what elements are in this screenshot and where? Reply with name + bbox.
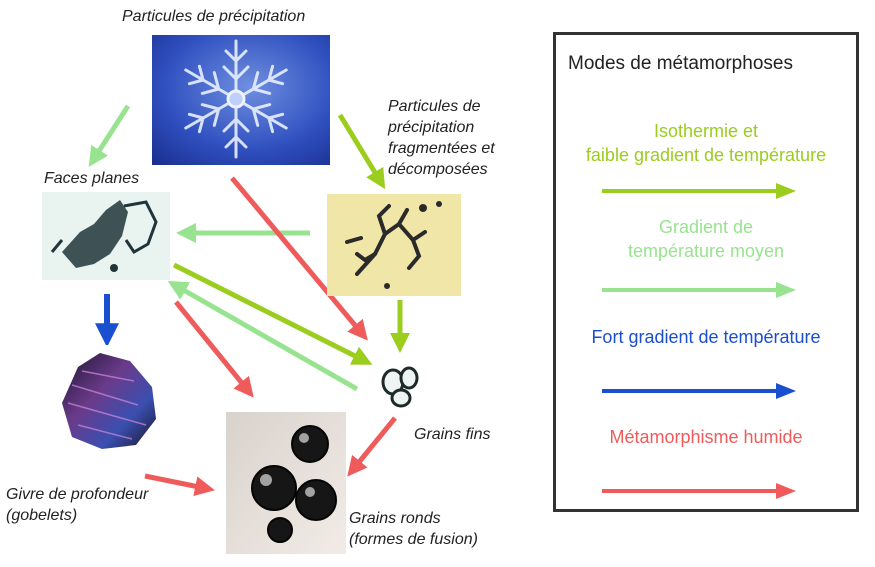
label-givre: Givre de profondeur (gobelets) [6,484,148,526]
arrow-faces-to-fins [172,262,373,365]
round-grains-photo [226,412,346,554]
legend-arrow-yellow-green [602,183,796,199]
label-fragmented-line-3: fragmentées et [388,140,495,157]
arrow-precip-to-faces [88,104,131,168]
legend-item-gradient-moyen: Gradient de température moyen [556,215,856,263]
arrow-precip-to-fragment [337,113,386,190]
arrow-faces-to-ronds [174,300,254,398]
legend-item-isothermie-line-2: faible gradient de température [585,145,827,165]
snowflake-photo [152,35,330,165]
legend-item-humide: Métamorphisme humide [609,427,803,447]
faces-planes-photo [42,192,170,280]
label-grains-fins: Grains fins [414,426,491,443]
label-fragmented: Particules de précipitation fragmentées … [388,96,495,180]
legend-item-fort-gradient: Fort gradient de température [591,327,821,347]
legend-box: Modes de métamorphoses Isothermie et fai… [553,32,859,512]
arrow-fins-to-faces [167,281,359,392]
arrow-precip-to-fins [230,176,368,341]
legend-arrow-red [602,483,796,499]
legend-item-isothermie-line-1: Isothermie et [653,121,759,141]
label-givre-line-1: Givre de profondeur [6,486,149,503]
label-grains-ronds-line-2: (formes de fusion) [349,531,478,548]
legend-arrow-light-green [602,282,796,298]
label-precipitation: Particules de précipitation [122,8,306,25]
label-fragmented-line-4: décomposées [388,161,488,178]
fine-grains-photo [375,360,431,412]
legend-item-gradient-moyen-line-1: Gradient de [658,217,754,237]
arrow-fins-to-ronds [347,416,397,477]
label-faces-planes: Faces planes [44,170,140,187]
legend-item-gradient-moyen-line-2: température moyen [627,241,785,261]
arrow-givre-to-ronds [144,473,215,497]
depth-hoar-photo [48,345,164,455]
label-grains-ronds: Grains ronds (formes de fusion) [349,508,478,550]
label-fragmented-line-2: précipitation [388,119,475,136]
label-givre-line-2: (gobelets) [6,507,78,524]
legend-item-isothermie: Isothermie et faible gradient de tempéra… [556,119,856,167]
label-grains-ronds-line-1: Grains ronds [349,510,441,527]
label-fragmented-line-1: Particules de [388,98,481,115]
fragmented-particles-photo [327,194,461,296]
legend-title: Modes de métamorphoses [568,53,793,74]
legend-arrow-blue [602,383,796,399]
